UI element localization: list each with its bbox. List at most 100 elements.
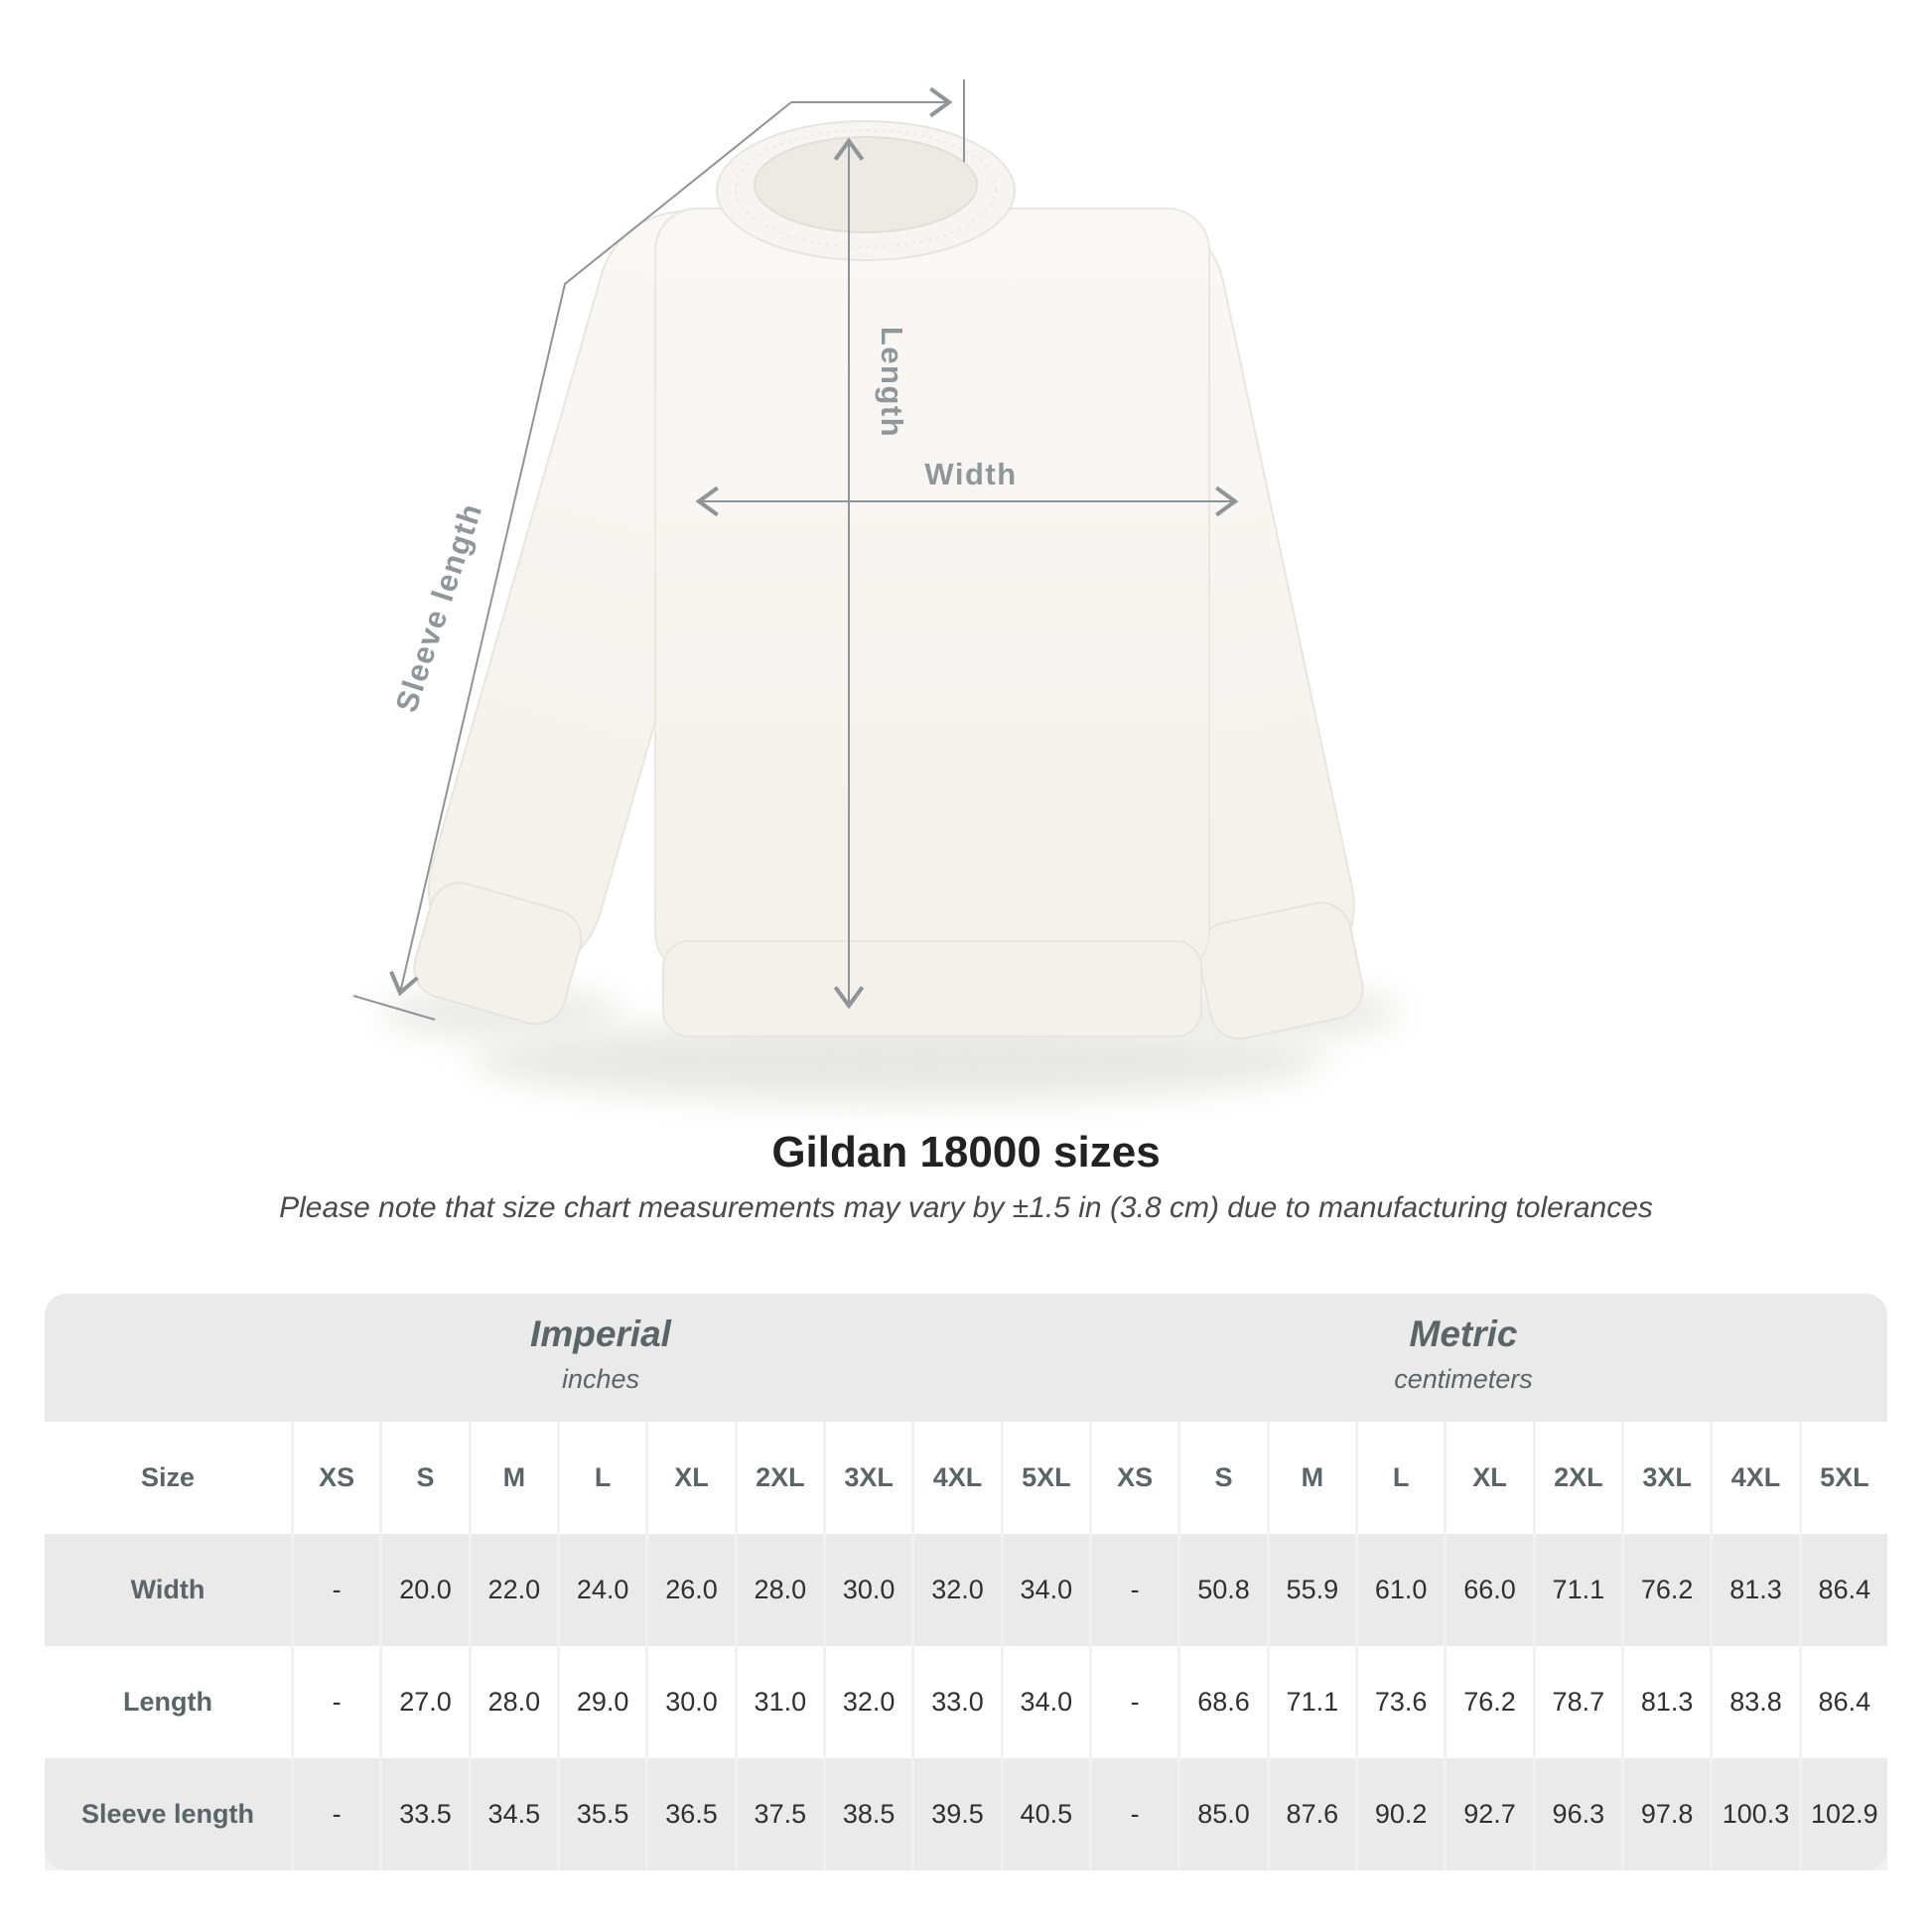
value-cell: - — [294, 1646, 380, 1758]
col-header-imperial: XL — [648, 1422, 735, 1534]
value-cell: 71.1 — [1269, 1646, 1355, 1758]
value-cell: 100.3 — [1713, 1758, 1799, 1870]
collar-stitch — [735, 129, 997, 248]
col-header-metric: L — [1358, 1422, 1445, 1534]
metric-group-header: Metric — [1409, 1313, 1518, 1354]
value-cell: 81.3 — [1713, 1534, 1799, 1646]
value-cell: 26.0 — [648, 1534, 735, 1646]
value-cell: 66.0 — [1447, 1534, 1533, 1646]
value-cell: 28.0 — [737, 1534, 823, 1646]
value-cell: 34.0 — [1003, 1646, 1089, 1758]
value-cell: 37.5 — [737, 1758, 823, 1870]
unit-header-band: Imperial inches Metric centimeters — [45, 1294, 1887, 1422]
value-cell: 78.7 — [1535, 1646, 1621, 1758]
value-cell: 96.3 — [1535, 1758, 1621, 1870]
value-cell: 55.9 — [1269, 1534, 1355, 1646]
value-cell: 22.0 — [471, 1534, 557, 1646]
value-cell: - — [294, 1758, 380, 1870]
value-cell: - — [294, 1534, 380, 1646]
metric-group: Metric centimeters — [1036, 1294, 1890, 1422]
value-cell: 76.2 — [1624, 1534, 1711, 1646]
value-cell: 92.7 — [1447, 1758, 1533, 1870]
col-header-imperial: 3XL — [826, 1422, 912, 1534]
value-cell: 85.0 — [1180, 1758, 1267, 1870]
value-cell: 27.0 — [382, 1646, 469, 1758]
col-header-imperial: M — [471, 1422, 557, 1534]
tolerance-note: Please note that size chart measurements… — [279, 1191, 1653, 1224]
metric-unit-label: centimeters — [1394, 1364, 1533, 1394]
value-cell: 73.6 — [1358, 1646, 1445, 1758]
col-header-metric: 2XL — [1535, 1422, 1621, 1534]
row-label: Length — [45, 1646, 291, 1758]
left-cuff — [413, 882, 583, 1026]
value-cell: 97.8 — [1624, 1758, 1711, 1870]
value-cell: 50.8 — [1180, 1534, 1267, 1646]
col-header-metric: 4XL — [1713, 1422, 1799, 1534]
value-cell: 29.0 — [560, 1646, 646, 1758]
sweatshirt-body — [654, 207, 1210, 976]
col-header-imperial: 2XL — [737, 1422, 823, 1534]
right-cuff — [1196, 901, 1364, 1040]
value-cell: 81.3 — [1624, 1646, 1711, 1758]
sleeve-length-label: Sleeve length — [388, 498, 488, 716]
sweatshirt-illustration: Width Length Sleeve length — [352, 79, 1400, 1102]
col-header-metric: XL — [1447, 1422, 1533, 1534]
value-cell: 35.5 — [560, 1758, 646, 1870]
row-label: Width — [45, 1534, 291, 1646]
garment-shadow — [472, 1019, 1325, 1102]
value-cell: 30.0 — [826, 1534, 912, 1646]
size-diagram: Width Length Sleeve length — [352, 79, 1400, 1102]
value-cell: 68.6 — [1180, 1646, 1267, 1758]
value-cell: 86.4 — [1801, 1646, 1887, 1758]
value-cell: 38.5 — [826, 1758, 912, 1870]
value-cell: - — [1092, 1646, 1178, 1758]
size-grid: Size XS S M L XL 2XL 3XL 4XL 5XL XS S M L XL 2XL 3XL 4XL 5… — [45, 1422, 1887, 1870]
col-header-imperial: 4XL — [914, 1422, 1001, 1534]
length-label: Length — [875, 327, 909, 438]
value-cell: 86.4 — [1801, 1534, 1887, 1646]
col-header-metric: 3XL — [1624, 1422, 1711, 1534]
value-cell: 30.0 — [648, 1646, 735, 1758]
value-cell: 32.0 — [826, 1646, 912, 1758]
value-cell: - — [1092, 1758, 1178, 1870]
value-cell: 34.0 — [1003, 1534, 1089, 1646]
col-header-imperial: S — [382, 1422, 469, 1534]
row-label: Sleeve length — [45, 1758, 291, 1870]
value-cell: 34.5 — [471, 1758, 557, 1870]
col-header-metric: XS — [1092, 1422, 1178, 1534]
value-cell: 40.5 — [1003, 1758, 1089, 1870]
size-column-header: Size — [45, 1422, 291, 1534]
hem-band — [662, 940, 1202, 1037]
value-cell: 39.5 — [914, 1758, 1001, 1870]
page-title: Gildan 18000 sizes — [771, 1128, 1161, 1176]
col-header-metric: S — [1180, 1422, 1267, 1534]
col-header-metric: 5XL — [1801, 1422, 1887, 1534]
value-cell: 36.5 — [648, 1758, 735, 1870]
value-cell: 24.0 — [560, 1534, 646, 1646]
value-cell: 71.1 — [1535, 1534, 1621, 1646]
value-cell: 32.0 — [914, 1534, 1001, 1646]
value-cell: - — [1092, 1534, 1178, 1646]
width-label: Width — [924, 457, 1017, 491]
imperial-unit-label: inches — [561, 1364, 640, 1394]
col-header-imperial: L — [560, 1422, 646, 1534]
value-cell: 90.2 — [1358, 1758, 1445, 1870]
sleeve-length-arrow — [352, 79, 965, 1021]
col-header-imperial: 5XL — [1003, 1422, 1089, 1534]
value-cell: 102.9 — [1801, 1758, 1887, 1870]
imperial-group: Imperial inches — [174, 1294, 1028, 1422]
value-cell: 83.8 — [1713, 1646, 1799, 1758]
value-cell: 31.0 — [737, 1646, 823, 1758]
imperial-group-header: Imperial — [530, 1313, 671, 1354]
value-cell: 33.5 — [382, 1758, 469, 1870]
collar-opening — [754, 136, 978, 233]
value-cell: 61.0 — [1358, 1534, 1445, 1646]
col-header-imperial: XS — [294, 1422, 380, 1534]
col-header-metric: M — [1269, 1422, 1355, 1534]
value-cell: 76.2 — [1447, 1646, 1533, 1758]
value-cell: 87.6 — [1269, 1758, 1355, 1870]
value-cell: 33.0 — [914, 1646, 1001, 1758]
value-cell: 20.0 — [382, 1534, 469, 1646]
value-cell: 28.0 — [471, 1646, 557, 1758]
